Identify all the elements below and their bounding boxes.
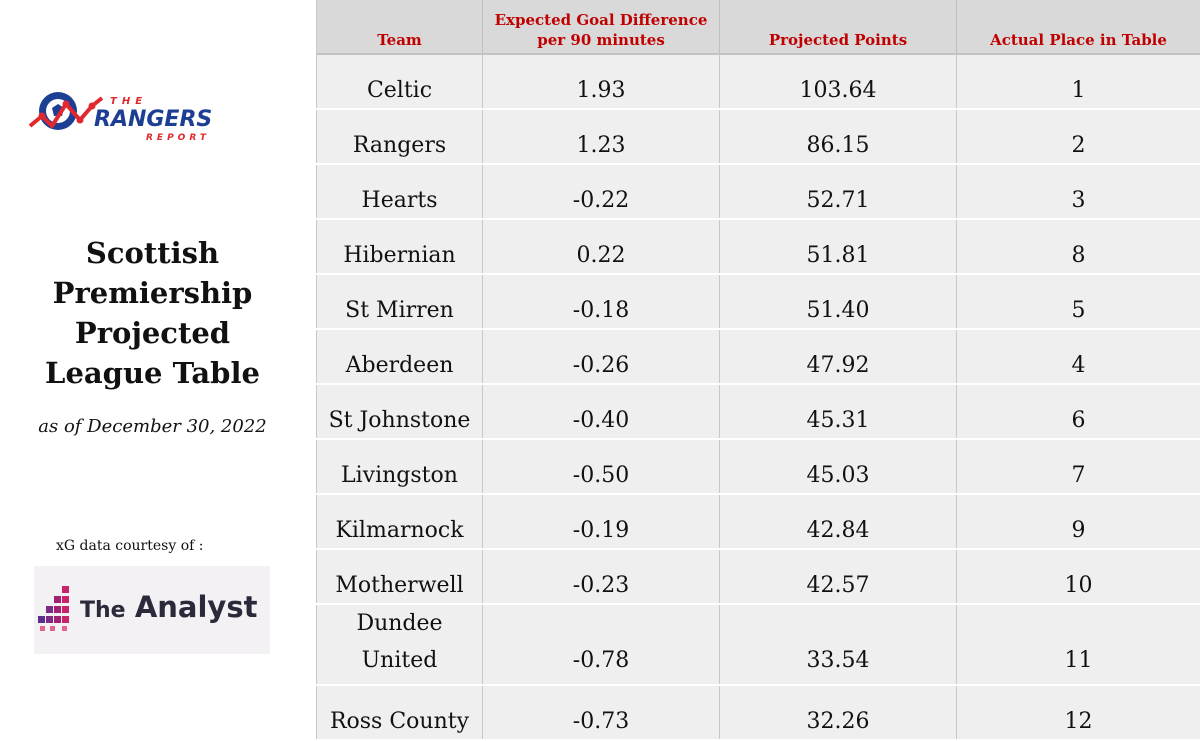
header-actual-place: Actual Place in Table [957, 0, 1200, 54]
xgd-cell: -0.22 [483, 164, 720, 219]
team-cell: Ross County [317, 685, 483, 740]
points-cell: 32.26 [720, 685, 957, 740]
place-cell: 10 [957, 549, 1200, 604]
table-row: Kilmarnock -0.19 42.84 9 [317, 494, 1200, 549]
table-row: Dundee United -0.78 33.54 11 [317, 604, 1200, 685]
team-cell: Rangers [317, 109, 483, 164]
xgd-cell: 1.23 [483, 109, 720, 164]
points-cell: 103.64 [720, 54, 957, 109]
xgd-cell: -0.19 [483, 494, 720, 549]
analyst-word2: Analyst [135, 590, 258, 624]
analyst-bars-icon [36, 584, 76, 634]
points-cell: 45.31 [720, 384, 957, 439]
title-line: Projected [30, 313, 275, 353]
table-row: Hearts -0.22 52.71 3 [317, 164, 1200, 219]
xgd-cell: 0.22 [483, 219, 720, 274]
xgd-cell: -0.23 [483, 549, 720, 604]
title-line: Scottish [30, 233, 275, 273]
place-cell: 11 [957, 604, 1200, 685]
table-row: Ross County -0.73 32.26 12 [317, 685, 1200, 740]
xgd-cell: -0.50 [483, 439, 720, 494]
points-cell: 45.03 [720, 439, 957, 494]
data-credit: xG data courtesy of : [56, 538, 203, 554]
page-title: Scottish Premiership Projected League Ta… [30, 233, 275, 393]
team-cell: Kilmarnock [317, 494, 483, 549]
team-cell: Hearts [317, 164, 483, 219]
team-cell: Motherwell [317, 549, 483, 604]
points-cell: 86.15 [720, 109, 957, 164]
table-row: Aberdeen -0.26 47.92 4 [317, 329, 1200, 384]
place-cell: 12 [957, 685, 1200, 740]
place-cell: 4 [957, 329, 1200, 384]
table-row: Rangers 1.23 86.15 2 [317, 109, 1200, 164]
header-projected-points: Projected Points [720, 0, 957, 54]
place-cell: 2 [957, 109, 1200, 164]
place-cell: 8 [957, 219, 1200, 274]
points-cell: 42.84 [720, 494, 957, 549]
header-team: Team [317, 0, 483, 54]
the-analyst-logo: The Analyst [34, 566, 270, 654]
team-cell: Hibernian [317, 219, 483, 274]
team-cell: Aberdeen [317, 329, 483, 384]
table-row: Celtic 1.93 103.64 1 [317, 54, 1200, 109]
title-line: League Table [30, 353, 275, 393]
header-xgd: Expected Goal Difference per 90 minutes [483, 0, 720, 54]
rangers-report-logo: THE RANGERS REPORT [28, 86, 243, 146]
table-row: Livingston -0.50 45.03 7 [317, 439, 1200, 494]
place-cell: 5 [957, 274, 1200, 329]
team-cell: Celtic [317, 54, 483, 109]
place-cell: 3 [957, 164, 1200, 219]
xgd-cell: -0.40 [483, 384, 720, 439]
logo-line3: REPORT [146, 133, 210, 143]
logo-line2: RANGERS [94, 107, 212, 132]
xgd-cell: -0.26 [483, 329, 720, 384]
xgd-cell: -0.73 [483, 685, 720, 740]
team-cell: Livingston [317, 439, 483, 494]
points-cell: 51.40 [720, 274, 957, 329]
title-line: Premiership [30, 273, 275, 313]
place-cell: 6 [957, 384, 1200, 439]
team-cell: St Johnstone [317, 384, 483, 439]
xgd-cell: 1.93 [483, 54, 720, 109]
points-cell: 47.92 [720, 329, 957, 384]
table-row: Hibernian 0.22 51.81 8 [317, 219, 1200, 274]
xgd-cell: -0.78 [483, 604, 720, 685]
xgd-cell: -0.18 [483, 274, 720, 329]
table-row: Motherwell -0.23 42.57 10 [317, 549, 1200, 604]
logo-line1: THE [110, 96, 147, 107]
table-header-row: Team Expected Goal Difference per 90 min… [317, 0, 1200, 54]
table-row: St Mirren -0.18 51.40 5 [317, 274, 1200, 329]
place-cell: 1 [957, 54, 1200, 109]
team-cell: Dundee United [317, 604, 483, 685]
date-subtitle: as of December 30, 2022 [30, 416, 275, 437]
team-cell: St Mirren [317, 274, 483, 329]
sidebar: THE RANGERS REPORT Scottish Premiership … [0, 0, 312, 672]
analyst-word1: The [80, 598, 126, 623]
place-cell: 9 [957, 494, 1200, 549]
points-cell: 51.81 [720, 219, 957, 274]
place-cell: 7 [957, 439, 1200, 494]
points-cell: 52.71 [720, 164, 957, 219]
points-cell: 33.54 [720, 604, 957, 685]
league-table: Team Expected Goal Difference per 90 min… [316, 0, 1200, 741]
points-cell: 42.57 [720, 549, 957, 604]
table-row: St Johnstone -0.40 45.31 6 [317, 384, 1200, 439]
